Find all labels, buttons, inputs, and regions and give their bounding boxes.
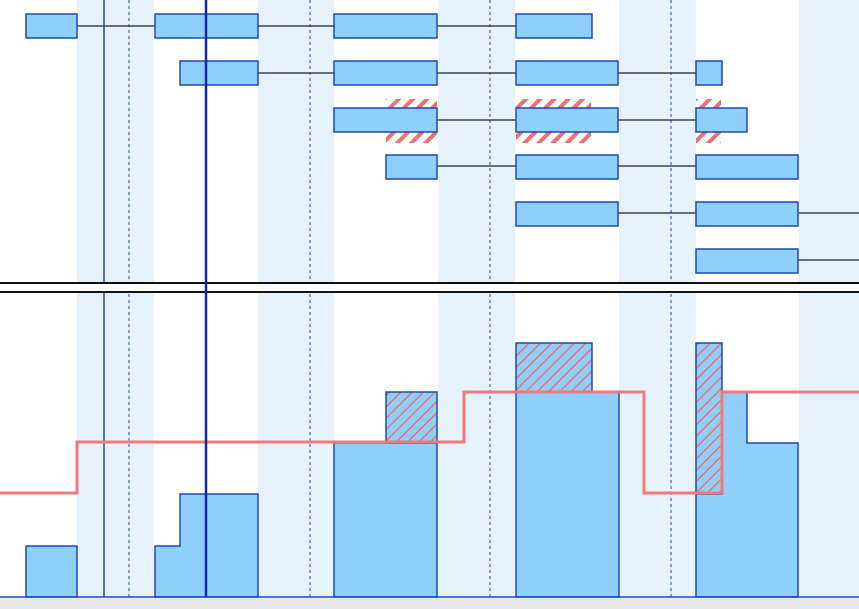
task-bar[interactable] [515,107,619,133]
load-bars [25,342,799,598]
task-bar[interactable] [515,60,619,86]
overallocation-bar [385,391,438,444]
task-bar[interactable] [695,201,799,227]
capacity-line [0,390,859,495]
histogram-pane [0,342,859,598]
task-bar[interactable] [179,60,259,86]
task-bar[interactable] [333,107,438,133]
weekend-band [258,0,334,597]
weekend-bands [77,0,859,597]
overallocation-bar [695,342,723,495]
load-bar [25,545,78,598]
weekend-band [799,0,859,597]
task-connectors [77,25,859,261]
task-bar[interactable] [385,154,438,180]
task-bar[interactable] [333,60,438,86]
overallocation-bar [515,342,593,393]
horizontal-scrollbar[interactable] [0,598,859,609]
task-bar[interactable] [695,60,723,86]
load-bar [515,391,620,598]
weekend-band [619,0,696,597]
gantt-pane [25,13,859,274]
splitter-gap [0,282,859,293]
task-bar[interactable] [515,154,619,180]
task-bar[interactable] [695,107,748,133]
weekend-band [77,0,154,597]
weekend-band [438,0,515,597]
pane-splitter[interactable] [0,282,859,293]
task-bar[interactable] [695,248,799,274]
task-bar[interactable] [333,13,438,39]
load-bar [333,442,438,598]
task-bar[interactable] [515,13,593,39]
task-bar[interactable] [515,201,619,227]
task-bars [25,13,799,274]
task-bar[interactable] [25,13,78,39]
task-bar[interactable] [695,154,799,180]
